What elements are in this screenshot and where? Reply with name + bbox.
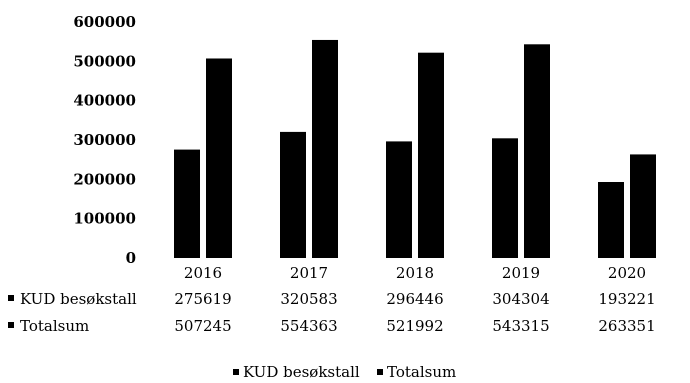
- bar-kud-besokstall-2020: [598, 181, 624, 258]
- data-label: 521992: [386, 317, 443, 335]
- y-tick-label: 400000: [73, 92, 136, 110]
- legend-label: KUD besøkstall: [243, 363, 360, 381]
- legend-key: [233, 369, 239, 375]
- category-label: 2020: [608, 264, 646, 282]
- bar-totalsum-2018: [418, 52, 444, 258]
- bars: [174, 39, 656, 259]
- bar-kud-besokstall-2019: [492, 138, 518, 258]
- y-tick-label: 100000: [73, 210, 136, 228]
- category-label: 2019: [502, 264, 540, 282]
- legend-label: Totalsum: [387, 363, 456, 381]
- bar-totalsum-2017: [312, 39, 338, 258]
- data-label: 296446: [386, 290, 443, 308]
- data-label: 304304: [492, 290, 549, 308]
- data-label: 193221: [598, 290, 655, 308]
- y-tick-label: 0: [126, 249, 136, 267]
- y-tick-label: 300000: [73, 131, 136, 149]
- x-axis-categories: 2016 2017 2018 2019 2020: [184, 264, 646, 282]
- data-label: 320583: [280, 290, 337, 308]
- y-tick-label: 600000: [73, 13, 136, 31]
- table-legend-key: [8, 322, 14, 328]
- y-tick-label: 200000: [73, 170, 136, 188]
- table-legend-key: [8, 295, 14, 301]
- data-label: 275619: [174, 290, 231, 308]
- data-label: 263351: [598, 317, 655, 335]
- category-label: 2017: [290, 264, 328, 282]
- bar-kud-besokstall-2016: [174, 149, 200, 258]
- data-label: 507245: [174, 317, 231, 335]
- bar-totalsum-2020: [630, 154, 656, 258]
- bar-totalsum-2016: [206, 58, 232, 258]
- bar-kud-besokstall-2017: [280, 131, 306, 258]
- data-table: KUD besøkstall 275619 320583 296446 304304 19…: [8, 290, 656, 335]
- category-label: 2016: [184, 264, 222, 282]
- bar-kud-besokstall-2018: [386, 141, 412, 258]
- legend-key: [377, 369, 383, 375]
- legend: KUD besøkstall Totalsum: [233, 363, 456, 381]
- y-axis: 0 100000 200000 300000 400000 500000 600000: [73, 13, 136, 267]
- y-tick-label: 500000: [73, 52, 136, 70]
- data-label: 543315: [492, 317, 549, 335]
- table-row-label: Totalsum: [20, 317, 89, 335]
- data-label: 554363: [280, 317, 337, 335]
- bar-totalsum-2019: [524, 44, 550, 259]
- category-label: 2018: [396, 264, 434, 282]
- table-row-label: KUD besøkstall: [20, 290, 137, 308]
